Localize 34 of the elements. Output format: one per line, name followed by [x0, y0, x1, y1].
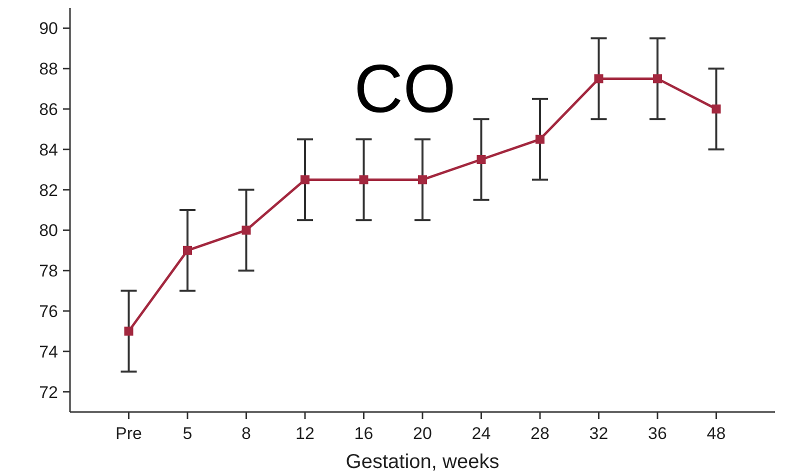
text: CO — [354, 51, 456, 127]
x-tick-label: 28 — [530, 424, 550, 443]
point — [476, 155, 486, 164]
x-tick-label: 32 — [589, 424, 608, 443]
y-tick-label: 74 — [39, 342, 58, 362]
x-tick-label: 20 — [413, 424, 432, 443]
x-tick-label: 5 — [182, 424, 192, 443]
x-tick-label: Pre — [116, 424, 142, 443]
y-tick-label: 88 — [39, 60, 58, 79]
x-tick-label: 48 — [706, 424, 726, 443]
point — [359, 175, 368, 184]
x-tick-label: 8 — [242, 424, 251, 443]
y-tick-label: 86 — [39, 100, 58, 119]
y-tick-label: 82 — [39, 180, 58, 200]
y-tick-label: 78 — [39, 262, 58, 281]
point — [418, 175, 427, 184]
point — [536, 134, 544, 144]
y-tick-label: 80 — [39, 221, 58, 240]
x-tick-label: 16 — [354, 424, 374, 443]
point — [183, 246, 192, 255]
point — [242, 226, 251, 235]
y-tick-label: 84 — [39, 140, 58, 160]
point — [712, 104, 721, 114]
point — [300, 175, 310, 184]
y-tick-label: 76 — [39, 302, 58, 321]
point — [653, 74, 662, 84]
y-tick-label: 90 — [39, 19, 58, 38]
x-tick-label: 36 — [648, 424, 667, 443]
x-tick-label: 24 — [472, 424, 491, 443]
point — [594, 74, 604, 84]
y-tick-label: 72 — [39, 382, 58, 402]
x-axis-title: Gestation, weeks — [346, 451, 500, 473]
x-tick-label: 12 — [296, 424, 314, 443]
point — [124, 326, 134, 336]
